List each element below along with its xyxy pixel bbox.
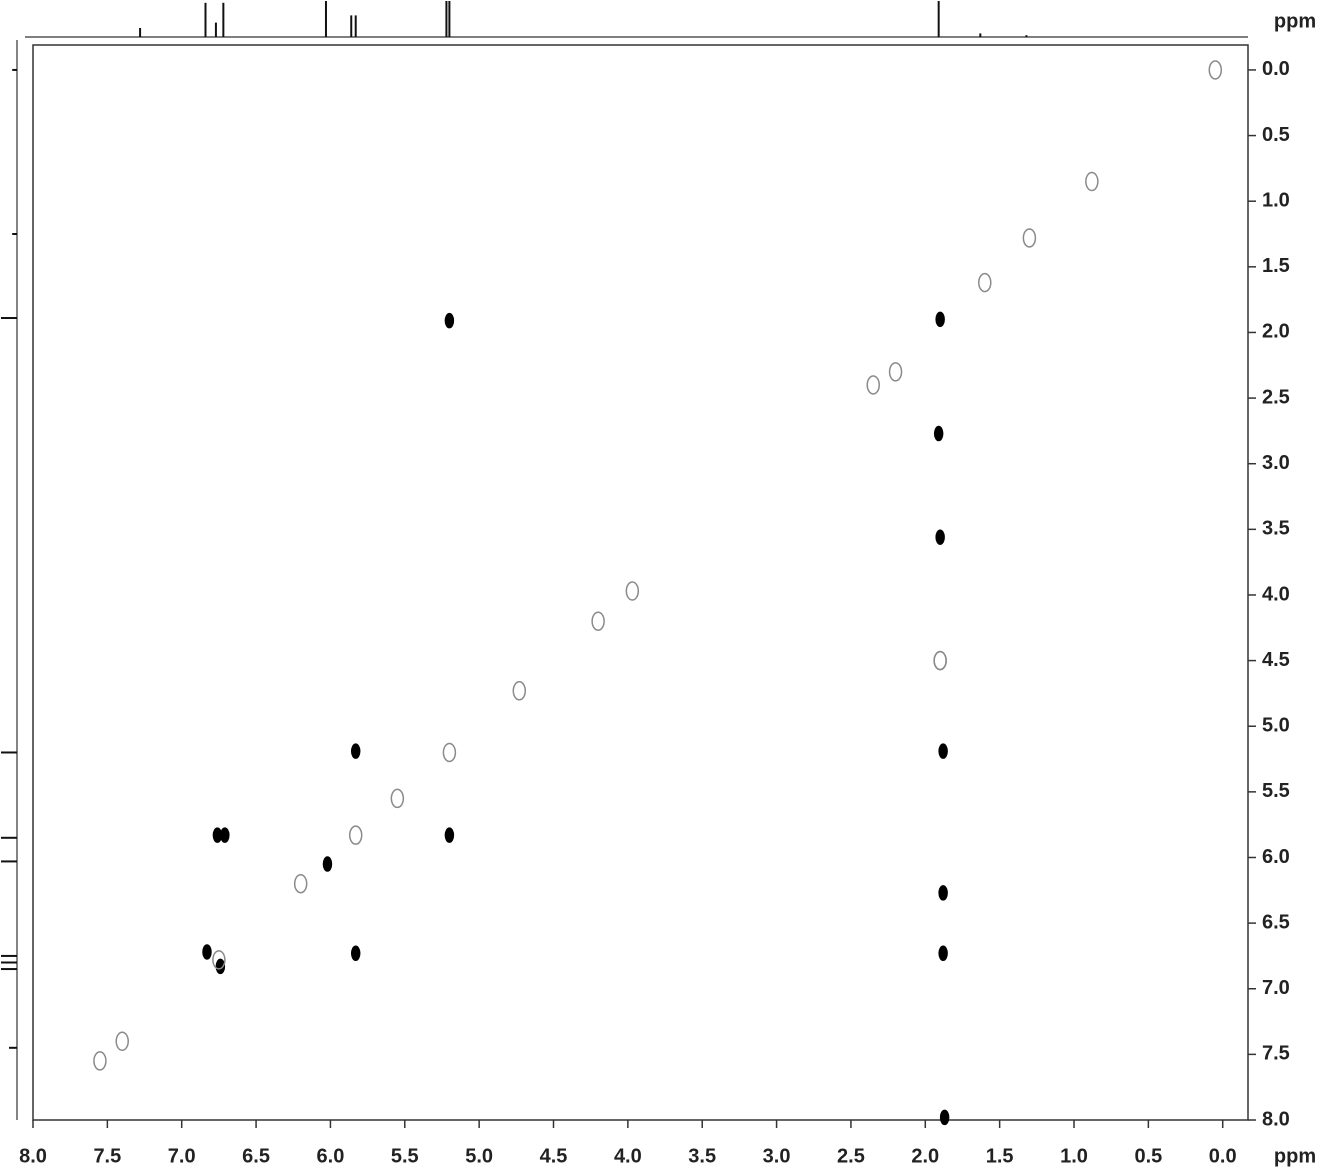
cross-peak [591, 611, 605, 631]
cross-peak [202, 944, 212, 960]
cross-peak [512, 681, 527, 701]
y-tick-label: 2.5 [1262, 386, 1290, 408]
x-tick-label: 2.0 [911, 1145, 939, 1167]
y-tick-label: 7.5 [1262, 1043, 1290, 1065]
x-axis-label: ppm [1274, 1145, 1316, 1167]
cross-peak [888, 362, 903, 382]
x-tick-label: 4.0 [614, 1145, 642, 1167]
cross-peak [939, 1109, 950, 1126]
cross-peak [293, 873, 308, 894]
y-tick-label: 5.5 [1262, 780, 1290, 802]
cross-peak [220, 827, 230, 843]
x-tick-label: 0.5 [1134, 1145, 1162, 1167]
cross-peak [1208, 60, 1223, 80]
y-axis-label: ppm [1274, 10, 1316, 32]
cross-peak [938, 743, 948, 759]
cross-peak [1085, 171, 1099, 192]
y-tick-label: 4.5 [1262, 649, 1290, 671]
cross-peak [935, 311, 945, 328]
cross-peak [938, 945, 948, 962]
x-tick-label: 1.0 [1060, 1145, 1088, 1167]
x-tick-label: 2.5 [837, 1145, 865, 1167]
cross-peak [115, 1031, 129, 1051]
cross-peak [442, 742, 457, 763]
cross-peak [935, 529, 945, 545]
y-tick-label: 7.0 [1262, 977, 1290, 999]
y-tick-label: 1.0 [1262, 189, 1290, 211]
cross-peak [866, 375, 880, 395]
x-tick-label: 8.0 [19, 1145, 47, 1167]
x-tick-label: 6.0 [317, 1145, 345, 1167]
cross-peak [390, 788, 405, 809]
y-tick-label: 3.0 [1262, 452, 1290, 474]
cross-peak [1022, 228, 1037, 248]
y-tick-label: 2.0 [1262, 321, 1290, 343]
y-tick-label: 8.0 [1262, 1108, 1290, 1130]
cross-peak [938, 885, 948, 901]
x-tick-label: 5.0 [465, 1145, 493, 1167]
y-tick-label: 6.0 [1262, 846, 1290, 868]
x-tick-label: 0.0 [1209, 1145, 1237, 1167]
x-tick-label: 3.0 [763, 1145, 791, 1167]
cross-peak [93, 1051, 107, 1071]
cross-peak [322, 856, 333, 872]
x-tick-label: 7.0 [168, 1145, 196, 1167]
y-tick-label: 3.5 [1262, 518, 1290, 540]
cross-peak [444, 827, 455, 843]
x-tick-label: 3.5 [688, 1145, 716, 1167]
y-tick-label: 5.0 [1262, 715, 1290, 737]
cross-peak [933, 425, 944, 442]
x-tick-label: 7.5 [93, 1145, 121, 1167]
cross-peak [625, 581, 640, 601]
cross-peak [215, 958, 226, 975]
cross-peak [212, 950, 226, 970]
y-tick-label: 0.5 [1262, 124, 1290, 146]
x-tick-label: 4.5 [540, 1145, 568, 1167]
y-tick-label: 1.5 [1262, 255, 1290, 277]
y-tick-label: 0.0 [1262, 58, 1290, 80]
plot-frame [32, 44, 1249, 1121]
y-tick-label: 4.0 [1262, 583, 1290, 605]
cross-peak [350, 945, 361, 962]
x-tick-label: 6.5 [242, 1145, 270, 1167]
cross-peak [444, 312, 455, 329]
cross-peak [348, 825, 363, 845]
cross-peak [350, 743, 361, 759]
cross-peak [933, 650, 947, 671]
x-tick-label: 1.5 [986, 1145, 1014, 1167]
x-tick-label: 5.5 [391, 1145, 419, 1167]
y-tick-label: 6.5 [1262, 911, 1290, 933]
cross-peak [978, 272, 992, 293]
